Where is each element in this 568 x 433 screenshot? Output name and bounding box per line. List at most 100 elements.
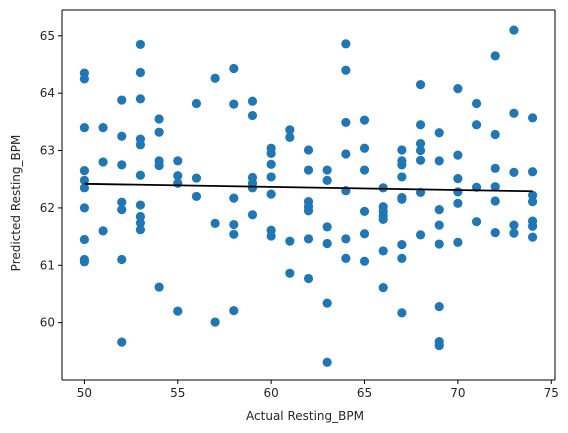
- data-point: [229, 63, 239, 74]
- data-point: [509, 25, 519, 35]
- data-point: [322, 238, 332, 249]
- data-point: [341, 234, 351, 244]
- data-point: [527, 232, 538, 242]
- data-point: [285, 268, 295, 278]
- data-point: [434, 205, 444, 215]
- data-point: [79, 203, 90, 213]
- axes: [61, 9, 556, 381]
- data-point: [453, 198, 463, 208]
- data-point: [285, 236, 295, 246]
- data-point: [453, 237, 463, 247]
- data-point: [191, 191, 202, 202]
- data-point: [397, 308, 407, 318]
- data-point: [117, 95, 127, 105]
- data-point: [378, 246, 388, 256]
- data-point: [98, 226, 108, 236]
- data-point: [415, 139, 426, 149]
- data-point: [322, 298, 332, 308]
- data-point: [229, 193, 239, 203]
- data-point: [266, 231, 276, 241]
- data-point: [378, 283, 388, 293]
- data-point: [117, 131, 127, 141]
- data-point: [527, 197, 538, 207]
- x-ticks: 50 55 60 65 70 75: [77, 380, 559, 400]
- y-ticks: 60 61 62 63 64 65: [40, 29, 62, 330]
- data-point: [135, 218, 146, 228]
- data-point: [490, 227, 500, 238]
- plot-area: [62, 10, 555, 380]
- data-point: [154, 160, 164, 171]
- data-point: [117, 254, 127, 265]
- data-point: [490, 182, 500, 192]
- data-point: [79, 234, 90, 245]
- data-point: [341, 117, 351, 128]
- data-point: [266, 148, 276, 159]
- data-point: [527, 113, 538, 123]
- data-point: [135, 140, 146, 150]
- data-point: [135, 225, 146, 235]
- data-point: [229, 229, 239, 239]
- x-tick-label: 75: [544, 386, 559, 400]
- data-point: [210, 218, 220, 228]
- data-points: [79, 25, 538, 367]
- x-tick-label: 65: [357, 386, 372, 400]
- data-point: [135, 211, 146, 222]
- data-point: [154, 127, 164, 137]
- data-point: [98, 157, 108, 167]
- data-point: [135, 94, 146, 104]
- data-point: [303, 206, 314, 216]
- data-point: [471, 120, 482, 130]
- data-point: [471, 98, 482, 109]
- data-point: [471, 217, 482, 227]
- data-point: [341, 253, 351, 263]
- data-point: [191, 173, 202, 183]
- data-point: [247, 96, 258, 106]
- data-point: [397, 160, 407, 170]
- data-point: [397, 145, 407, 155]
- plot-background: [62, 10, 555, 380]
- data-point: [79, 257, 90, 267]
- x-tick-label: 60: [264, 386, 279, 400]
- data-point: [434, 220, 444, 230]
- data-point: [266, 159, 276, 169]
- y-axis-label: Predicted Resting_BPM: [9, 135, 23, 272]
- data-point: [415, 120, 426, 130]
- data-point: [229, 305, 239, 316]
- data-point: [453, 187, 463, 197]
- data-point: [173, 306, 183, 316]
- data-point: [117, 205, 127, 215]
- data-point: [247, 110, 258, 121]
- data-point: [359, 229, 370, 239]
- y-tick-label: 63: [40, 144, 55, 158]
- data-point: [359, 143, 370, 153]
- data-point: [378, 214, 388, 224]
- data-point: [490, 196, 500, 206]
- data-point: [415, 145, 426, 156]
- data-point: [98, 123, 108, 133]
- data-point: [322, 165, 332, 175]
- data-point: [173, 171, 183, 181]
- data-point: [266, 172, 276, 182]
- data-point: [509, 167, 519, 177]
- data-point: [210, 317, 220, 327]
- data-point: [397, 194, 407, 204]
- data-point: [322, 175, 332, 185]
- data-point: [434, 156, 444, 166]
- regression-line-group: [84, 182, 533, 193]
- y-tick-label: 65: [40, 29, 55, 43]
- data-point: [79, 166, 90, 176]
- data-point: [154, 282, 164, 292]
- regression-line: [84, 182, 533, 193]
- data-point: [509, 108, 519, 118]
- data-point: [247, 210, 258, 220]
- data-point: [303, 273, 314, 284]
- data-point: [173, 178, 183, 188]
- data-point: [527, 190, 538, 200]
- data-point: [397, 172, 407, 182]
- data-point: [527, 221, 538, 231]
- y-tick-label: 62: [40, 201, 55, 215]
- data-point: [359, 256, 370, 266]
- data-point: [303, 165, 314, 175]
- data-point: [434, 239, 444, 249]
